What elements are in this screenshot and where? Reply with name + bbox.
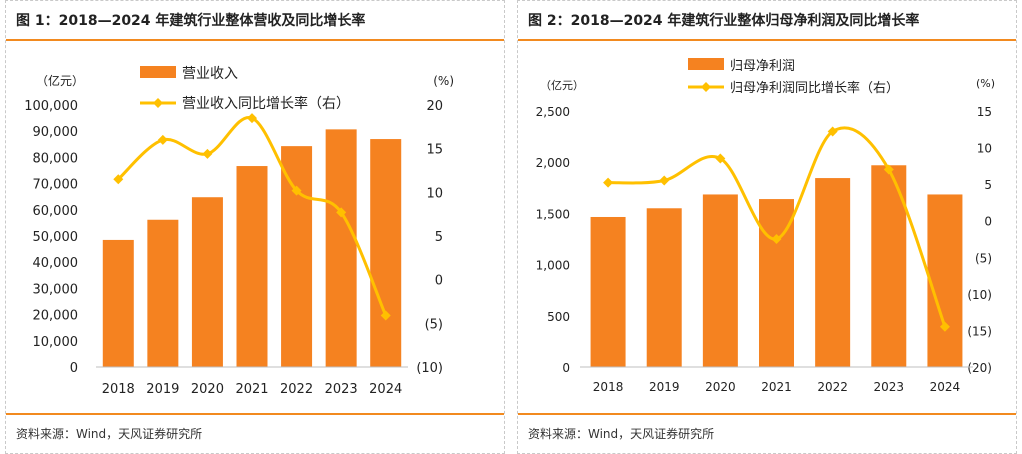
chart-panel-net-profit: 图 2：2018—2024 年建筑行业整体归母净利润及同比增长率 （亿元） (%)… <box>517 0 1017 454</box>
left-axis-tick-label: 1,000 <box>536 259 570 273</box>
right-axis-tick-label: 10 <box>977 142 992 156</box>
left-axis-tick-label: 50,000 <box>33 230 79 245</box>
left-axis-tick-label: 20,000 <box>33 309 79 324</box>
left-axis-tick-label: 90,000 <box>33 125 79 140</box>
x-axis-tick-label: 2020 <box>705 380 736 394</box>
right-axis-unit: (%) <box>433 74 454 88</box>
chart-panel-revenue: 图 1：2018—2024 年建筑行业整体营收及同比增长率 （亿元） (%) 0 10… <box>5 0 505 454</box>
x-axis-tick-label: 2023 <box>325 382 358 397</box>
legend-bar-label: 归母净利润 <box>730 59 795 74</box>
bar-2024 <box>927 194 963 367</box>
legend-line-marker <box>701 82 711 92</box>
left-axis-tick-label: 40,000 <box>33 256 79 271</box>
growth-point-2022 <box>827 126 838 137</box>
x-axis-tick-label: 2021 <box>761 380 792 394</box>
growth-point-2021 <box>771 234 782 244</box>
chart-title: 图 2：2018—2024 年建筑行业整体归母净利润及同比增长率 <box>528 13 920 29</box>
growth-rate-line <box>608 126 947 328</box>
x-axis-tick-label: 2021 <box>235 382 268 397</box>
right-axis-tick-label: 0 <box>984 215 992 229</box>
right-axis-tick-label: (5) <box>975 251 992 265</box>
x-axis-tick-label: 2018 <box>593 380 624 394</box>
bar-2019 <box>646 208 682 367</box>
bar-2020 <box>702 194 738 367</box>
right-axis-tick-label: 15 <box>426 143 443 158</box>
left-axis-tick-label: 100,000 <box>24 99 78 114</box>
source-bar: 资料来源：Wind，天风证券研究所 <box>518 413 1016 453</box>
bar-2021 <box>236 166 268 367</box>
right-axis-unit: (%) <box>976 77 995 90</box>
growth-point-2018 <box>113 174 124 185</box>
growth-point-2020 <box>202 148 213 159</box>
right-axis-tick-label: (5) <box>425 317 443 332</box>
growth-point-2024 <box>939 321 950 332</box>
growth-point-2024 <box>380 310 391 321</box>
x-axis-tick-label: 2023 <box>874 380 905 394</box>
growth-point-2023 <box>336 207 347 218</box>
chart-title-bar: 图 1：2018—2024 年建筑行业整体营收及同比增长率 <box>6 1 504 41</box>
legend-bar-label: 营业收入 <box>182 66 238 82</box>
x-axis-tick-label: 2024 <box>369 382 402 397</box>
chart-title-bar: 图 2：2018—2024 年建筑行业整体归母净利润及同比增长率 <box>518 1 1016 41</box>
revenue-chart: （亿元） (%) 0 10,000 20,000 30,000 40,000 50,000 60… <box>24 66 454 397</box>
x-axis-tick-label: 2019 <box>146 382 179 397</box>
left-axis-tick-label: 0 <box>562 361 570 375</box>
net-profit-chart: （亿元） (%) 0 500 1,000 1,500 2,000 2,500 (20) (15) (… <box>536 58 995 394</box>
growth-point-2020 <box>715 153 726 164</box>
x-axis-tick-label: 2022 <box>280 382 313 397</box>
right-axis-tick-label: (10) <box>416 361 443 376</box>
growth-point-2022 <box>291 185 302 196</box>
left-axis-unit: （亿元） <box>540 79 584 92</box>
right-axis-tick-label: 5 <box>984 178 992 192</box>
right-axis-tick-label: 10 <box>426 186 443 201</box>
growth-point-2018 <box>603 177 614 188</box>
bar-2023 <box>325 129 357 367</box>
bar-2024 <box>370 139 402 367</box>
x-axis-tick-label: 2020 <box>191 382 224 397</box>
source-note: 资料来源：Wind，天风证券研究所 <box>16 427 203 441</box>
chart-title: 图 1：2018—2024 年建筑行业整体营收及同比增长率 <box>16 13 366 29</box>
right-axis-tick-label: 0 <box>435 274 443 289</box>
right-axis-tick-label: (10) <box>967 288 992 302</box>
bar-2022 <box>815 178 851 367</box>
bar-2018 <box>102 239 134 367</box>
x-axis-tick-label: 2024 <box>930 380 961 394</box>
left-axis-tick-label: 500 <box>547 310 570 324</box>
left-axis-tick-label: 10,000 <box>33 335 79 350</box>
growth-point-2021 <box>247 113 257 124</box>
source-note: 资料来源：Wind，天风证券研究所 <box>528 427 715 441</box>
right-axis-tick-label: 5 <box>435 230 443 245</box>
legend-line-marker <box>153 98 163 108</box>
x-axis-tick-label: 2019 <box>649 380 680 394</box>
right-axis-tick-label: (20) <box>967 361 992 375</box>
growth-point-2019 <box>157 134 168 145</box>
x-axis-tick-label: 2018 <box>102 382 135 397</box>
left-axis-tick-label: 30,000 <box>33 282 79 297</box>
legend-line-label: 营业收入同比增长率（右） <box>182 95 350 112</box>
left-axis-tick-label: 60,000 <box>33 204 79 219</box>
left-axis-tick-label: 1,500 <box>536 207 570 221</box>
bar-2022 <box>281 146 313 367</box>
left-axis-tick-label: 70,000 <box>33 178 79 193</box>
legend-bar-swatch <box>140 66 176 78</box>
left-axis-tick-label: 0 <box>70 361 78 376</box>
bar-2018 <box>590 216 626 367</box>
growth-point-2023 <box>883 164 894 175</box>
x-axis-tick-label: 2022 <box>817 380 848 394</box>
right-axis-tick-label: (15) <box>967 324 992 338</box>
left-axis-tick-label: 80,000 <box>33 151 79 166</box>
left-axis-tick-label: 2,500 <box>536 105 570 119</box>
bar-2020 <box>191 197 223 367</box>
bar-2019 <box>147 219 179 367</box>
legend-bar-swatch <box>688 58 724 70</box>
source-bar: 资料来源：Wind，天风证券研究所 <box>6 413 504 453</box>
left-axis-tick-label: 2,000 <box>536 156 570 170</box>
bar-2023 <box>871 165 907 367</box>
right-axis-tick-label: 20 <box>426 99 443 114</box>
growth-point-2019 <box>659 175 670 186</box>
right-axis-tick-label: 15 <box>977 105 992 119</box>
left-axis-unit: （亿元） <box>36 73 84 88</box>
legend-line-label: 归母净利润同比增长率（右） <box>730 80 899 96</box>
